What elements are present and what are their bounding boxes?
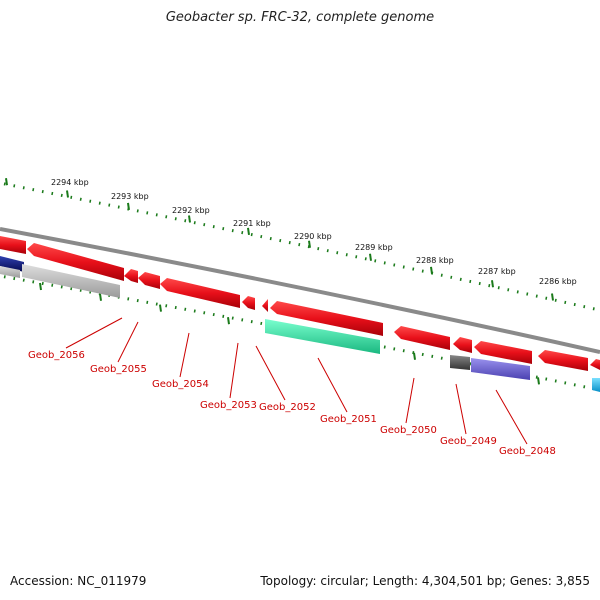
ruler-label: 2289 kbp	[355, 243, 393, 252]
ruler-label: 2290 kbp	[294, 232, 332, 241]
gene-arrow	[453, 337, 472, 353]
gene-label: Geob_2054	[152, 379, 209, 390]
gene-label: Geob_2050	[380, 425, 437, 436]
gene-arrow	[0, 236, 26, 254]
gene-leader-line	[495, 389, 528, 445]
gene-leader-line	[179, 332, 190, 378]
ruler-major-tick	[66, 190, 69, 198]
ruler-major-tick	[247, 227, 250, 235]
gene-arrow	[27, 243, 124, 281]
gene-arrow	[474, 341, 532, 364]
gene-label: Geob_2055	[90, 364, 147, 375]
ruler-label: 2293 kbp	[111, 192, 149, 201]
gene-leader-lines	[65, 317, 528, 445]
ruler-major-tick	[430, 266, 433, 275]
accession-text: Accession: NC_011979	[10, 574, 147, 588]
gene-arrow	[262, 299, 268, 312]
cog-block-cyan	[592, 378, 600, 392]
gene-arrow	[538, 350, 588, 371]
ruler-major-tick	[39, 282, 42, 291]
ruler-major-tick	[99, 293, 102, 301]
gene-arrow	[160, 278, 240, 308]
map-title: Geobacter sp. FRC-32, complete genome	[165, 10, 435, 25]
gene-arrow	[394, 326, 450, 350]
gene-label: Geob_2053	[200, 400, 257, 411]
gene-leader-line	[117, 321, 139, 363]
ruler-major-tick	[188, 215, 191, 223]
ruler-major-tick	[369, 253, 372, 261]
ruler-label: 2288 kbp	[416, 256, 454, 265]
gene-label: Geob_2051	[320, 414, 377, 425]
gene-leader-line	[405, 377, 415, 424]
ruler-labels: 2294 kbp 2293 kbp 2292 kbp 2291 kbp 2290 kbp…	[51, 178, 577, 286]
ruler-major-tick	[5, 178, 8, 186]
ruler-label: 2287 kbp	[478, 267, 516, 276]
gene-leader-line	[65, 317, 123, 349]
ruler-major-tick	[127, 202, 130, 211]
ruler-major-tick	[308, 240, 311, 248]
gene-arrow	[242, 296, 255, 310]
ruler-label: 2292 kbp	[172, 206, 210, 215]
ruler-major-tick	[491, 280, 494, 288]
cog-block-gray	[0, 266, 20, 278]
ruler-label: 2294 kbp	[51, 178, 89, 187]
cog-block-dark	[450, 355, 470, 370]
gene-arrow	[124, 269, 138, 283]
ruler-label: 2286 kbp	[539, 277, 577, 286]
gene-leader-line	[455, 383, 467, 435]
ruler-major-tick	[227, 317, 230, 325]
gene-label: Geob_2049	[440, 436, 497, 447]
cog-block-green	[265, 319, 380, 354]
gene-arrow	[138, 272, 160, 289]
cog-block-navy	[0, 256, 24, 272]
gene-label: Geob_2048	[499, 446, 556, 457]
gene-leader-line	[229, 342, 239, 399]
ruler-major-tick	[551, 293, 554, 301]
ruler-major-tick	[413, 352, 416, 360]
gene-label: Geob_2052	[259, 402, 316, 413]
cog-block-purple	[471, 358, 530, 380]
gene-arrow	[270, 301, 383, 336]
cog-block-gray	[22, 264, 120, 298]
gene-label: Geob_2056	[28, 350, 85, 361]
ruler-major-tick	[159, 304, 162, 312]
genome-backbone	[0, 227, 600, 354]
gene-leader-line	[255, 345, 286, 401]
topology-summary: Topology: circular; Length: 4,304,501 bp…	[260, 574, 590, 588]
forward-genes	[0, 236, 600, 371]
ruler-label: 2291 kbp	[233, 219, 271, 228]
outer-ruler	[3, 178, 595, 311]
ruler-major-tick	[537, 377, 540, 385]
gene-arrow	[590, 359, 600, 370]
cog-blocks	[0, 256, 600, 392]
gene-leader-line	[317, 357, 348, 413]
